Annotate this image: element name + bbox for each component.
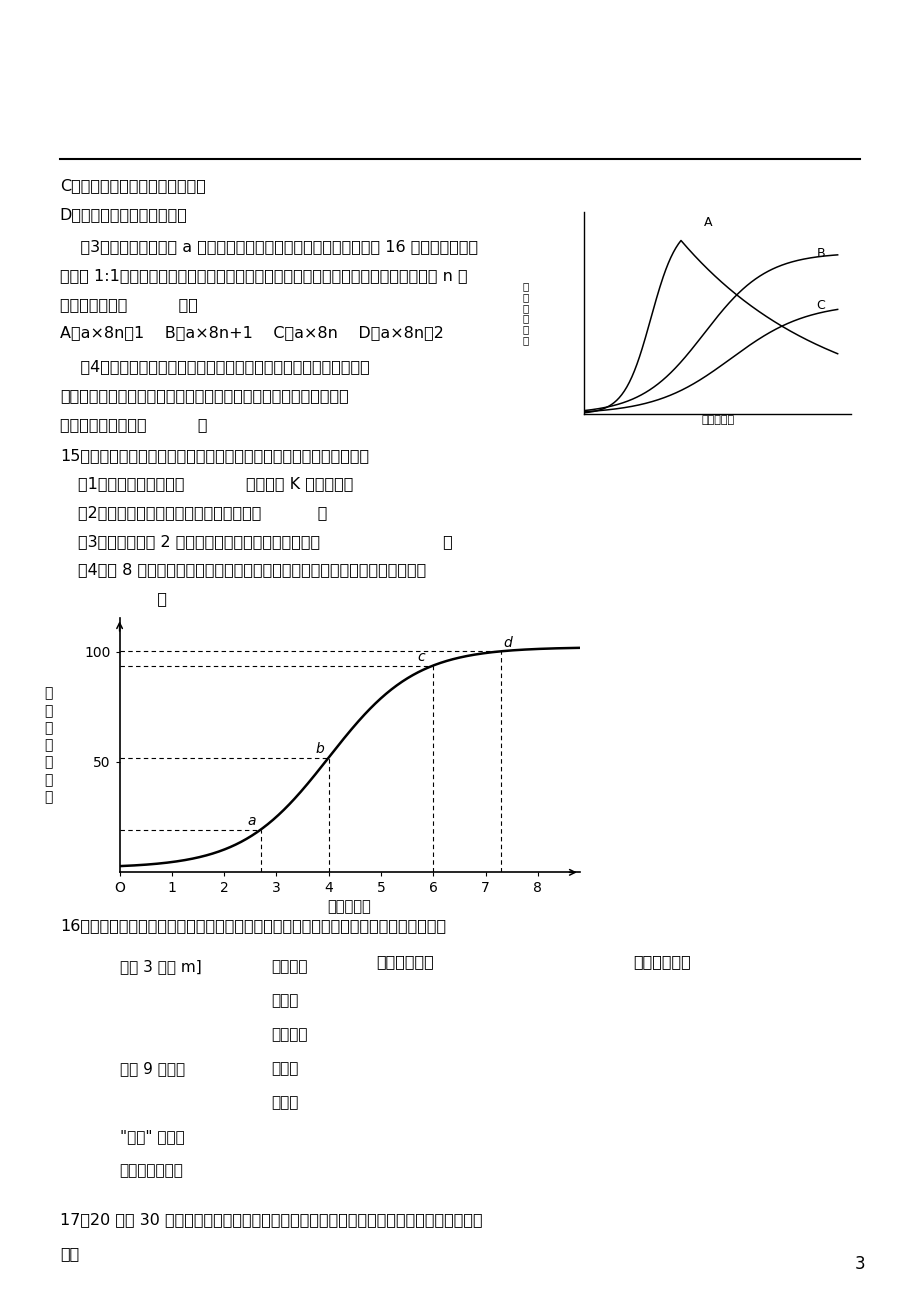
Text: a: a <box>247 814 255 828</box>
Text: 灭鼠 3 周后 m]: 灭鼠 3 周后 m] <box>119 960 201 975</box>
Text: （3）迁入种群第 2 年后，增长明显加快的原因主要是                        。: （3）迁入种群第 2 年后，增长明显加快的原因主要是 。 <box>78 534 452 549</box>
Text: C: C <box>815 299 824 312</box>
X-axis label: 时间（月）: 时间（月） <box>700 415 733 426</box>
Text: A．a×8n－1    B．a×8n+1    C．a×8n    D．a×8n－2: A．a×8n－1 B．a×8n+1 C．a×8n D．a×8n－2 <box>60 326 443 341</box>
Text: 鼠
数
量
（
头
）: 鼠 数 量 （ 头 ） <box>522 281 528 345</box>
Text: 种
群
个
体
相
对
数: 种 群 个 体 相 对 数 <box>44 686 52 805</box>
Text: 迁入率: 迁入率 <box>271 1095 299 1111</box>
Text: 灭鼠 9 个月后: 灭鼠 9 个月后 <box>119 1061 185 1077</box>
Text: （1）图中的增长曲线是            形，表示 K 值的一点是: （1）图中的增长曲线是 形，表示 K 值的一点是 <box>78 477 399 492</box>
Text: （4）第 8 年后，种群数量趋于稳定，阻碍种群继续增长环境因素主要有哪些：: （4）第 8 年后，种群数量趋于稳定，阻碍种群继续增长环境因素主要有哪些： <box>78 562 426 578</box>
Text: b: b <box>315 742 324 756</box>
Text: 城区老鼠种群: 城区老鼠种群 <box>376 954 433 970</box>
Text: d: d <box>504 635 512 650</box>
Text: c: c <box>417 650 425 664</box>
Text: 配繁殖，且供给充足的饲料和水，则笼内鼠数量变化和饲养时间之间: 配繁殖，且供给充足的饲料和水，则笼内鼠数量变化和饲养时间之间 <box>60 388 348 404</box>
Text: A: A <box>704 216 712 229</box>
Text: 例均为 1:1，子代幼鼠均发育为成鼠，所有个体的繁殖力均相等，则从理论上计算，第 n 代: 例均为 1:1，子代幼鼠均发育为成鼠，所有个体的繁殖力均相等，则从理论上计算，第… <box>60 268 467 284</box>
X-axis label: 时间（年）: 时间（年） <box>327 900 371 914</box>
Text: "打洞" 的本领: "打洞" 的本领 <box>119 1129 184 1144</box>
Text: 产生的子代数为          只。: 产生的子代数为 只。 <box>60 297 198 312</box>
Text: 年龄组成: 年龄组成 <box>271 1027 308 1043</box>
Text: 种群密度: 种群密度 <box>271 960 308 975</box>
Text: 的关系应是右图曲线          。: 的关系应是右图曲线 。 <box>60 417 207 432</box>
Text: 死亡率: 死亡率 <box>271 993 299 1009</box>
Text: 16．某市（包括郊区）每年都定期进行一次全市性的投放毒饵的灭鼠活动，试分析填表：: 16．某市（包括郊区）每年都定期进行一次全市性的投放毒饵的灭鼠活动，试分析填表： <box>60 918 446 934</box>
Text: 躲避敌害的能力: 躲避敌害的能力 <box>119 1163 183 1178</box>
Text: （4）若将雌雄成鼠各若干只，放在大小一定的笼内饲养，让它们交: （4）若将雌雄成鼠各若干只，放在大小一定的笼内饲养，让它们交 <box>60 359 369 375</box>
Text: （3）若某种群有成鼠 a 只（计算时作为亲代），每只雌鼠一生产仔 16 只，各代性别比: （3）若某种群有成鼠 a 只（计算时作为亲代），每只雌鼠一生产仔 16 只，各代… <box>60 240 477 255</box>
Text: C．调查区内没有较多的个体出生: C．调查区内没有较多的个体出生 <box>60 178 206 194</box>
Text: 出生率: 出生率 <box>271 1061 299 1077</box>
Text: B: B <box>815 246 824 259</box>
Text: 图：: 图： <box>60 1246 79 1262</box>
Text: 效区老鼠种群: 效区老鼠种群 <box>633 954 690 970</box>
Text: 。: 。 <box>60 591 166 607</box>
Text: 17．20 世纪 30 年代，人们将环颈雉引入美国的一个岛屿。环颈雉引入该岛的增长曲线于下: 17．20 世纪 30 年代，人们将环颈雉引入美国的一个岛屿。环颈雉引入该岛的增… <box>60 1212 482 1228</box>
Text: 3: 3 <box>854 1255 865 1273</box>
Text: （2）图中表示种群增长速度最快的阶段是           。: （2）图中表示种群增长速度最快的阶段是 。 <box>78 505 327 521</box>
Text: D．有较多的个体迁入调查区: D．有较多的个体迁入调查区 <box>60 207 187 223</box>
Text: 15．下图是某一动物物种迁入一个适宜环境后的增长曲线图，请回答：: 15．下图是某一动物物种迁入一个适宜环境后的增长曲线图，请回答： <box>60 448 369 464</box>
